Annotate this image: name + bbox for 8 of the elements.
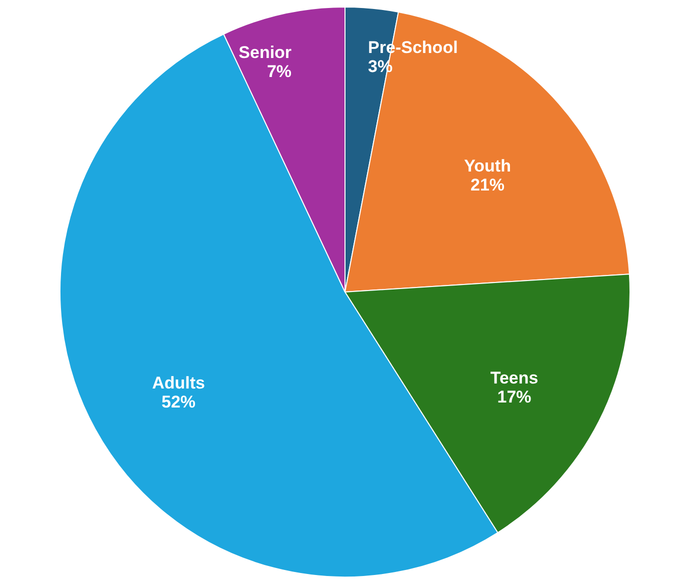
data-label: 21% <box>470 175 505 194</box>
slice-label: Adults <box>152 374 205 393</box>
slice-label: Youth <box>464 156 511 176</box>
data-label: 17% <box>497 387 532 406</box>
data-label: 7% <box>266 62 292 81</box>
slice-label: Senior <box>238 42 292 62</box>
data-label: 52% <box>161 392 196 412</box>
slice-label: Teens <box>490 368 538 388</box>
